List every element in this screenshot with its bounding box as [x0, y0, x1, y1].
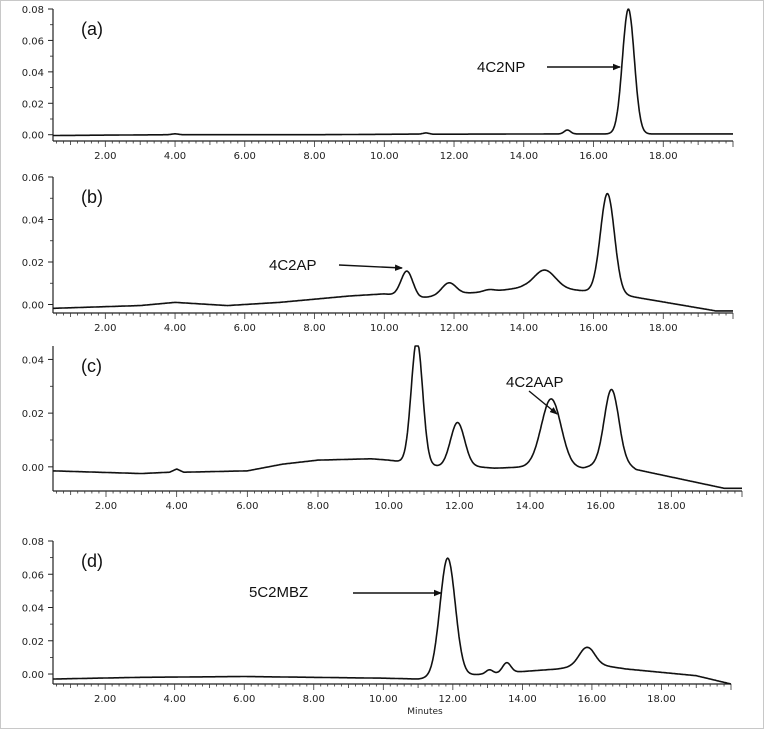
x-tick-label: 2.00: [95, 501, 117, 512]
x-tick-label: 16.00: [578, 694, 607, 705]
panel-label: (d): [81, 551, 103, 571]
y-tick-label: 0.04: [22, 68, 44, 79]
x-tick-label: 8.00: [303, 694, 325, 705]
y-tick-label: 0.04: [22, 355, 44, 366]
x-tick-label: 4.00: [164, 323, 186, 334]
x-tick-label: 12.00: [440, 323, 469, 334]
peak-annotation-label: 4C2AAP: [506, 374, 564, 391]
y-tick-label: 0.02: [22, 99, 44, 110]
x-tick-label: 4.00: [164, 694, 186, 705]
y-tick-label: 0.06: [22, 570, 44, 581]
panel-label: (c): [81, 356, 102, 376]
chromatogram-trace: [53, 557, 732, 685]
x-tick-label: 18.00: [649, 323, 678, 334]
x-tick-label: 14.00: [516, 501, 545, 512]
panel-label: (a): [81, 19, 103, 39]
annotation-arrow: [338, 264, 403, 271]
x-tick-label: 14.00: [508, 694, 537, 705]
y-tick-label: 0.00: [22, 670, 44, 681]
y-tick-label: 0.00: [22, 131, 44, 142]
y-tick-label: 0.06: [22, 173, 44, 184]
x-tick-label: 16.00: [579, 323, 608, 334]
x-tick-label: 18.00: [657, 501, 686, 512]
x-tick-label: 10.00: [374, 501, 403, 512]
x-tick-label: 8.00: [303, 323, 325, 334]
y-tick-label: 0.08: [22, 5, 44, 16]
x-tick-label: 6.00: [234, 151, 256, 162]
y-tick-label: 0.04: [22, 216, 44, 227]
x-tick-label: 14.00: [509, 323, 538, 334]
x-tick-label: 10.00: [370, 323, 399, 334]
x-tick-label: 6.00: [233, 694, 255, 705]
x-tick-label: 12.00: [439, 694, 468, 705]
x-tick-label: 2.00: [94, 694, 116, 705]
y-tick-label: 0.04: [22, 604, 44, 615]
x-tick-label: 14.00: [509, 151, 538, 162]
panel-a: 2.00 4.00 6.00 8.00 10.00 12.00 14.00 16.00 18.0…: [22, 5, 734, 162]
chromatogram-trace: [53, 345, 742, 490]
panel-b: 2.00 4.00 6.00 8.00 10.00 12.00 14.00 16.00 18.0…: [22, 173, 734, 334]
y-tick-label: 0.08: [22, 537, 44, 548]
chromatogram-trace: [53, 192, 733, 312]
y-tick-label: 0.00: [22, 463, 44, 474]
x-tick-label: 16.00: [579, 151, 608, 162]
x-tick-label: 2.00: [94, 323, 116, 334]
peak-annotation-label: 4C2NP: [477, 59, 525, 76]
x-tick-label: 10.00: [370, 151, 399, 162]
y-tick-label: 0.02: [22, 258, 44, 269]
x-tick-label: 12.00: [440, 151, 469, 162]
y-tick-label: 0.00: [22, 301, 44, 312]
y-tick-label: 0.06: [22, 36, 44, 47]
x-tick-label: 8.00: [307, 501, 329, 512]
y-tick-label: 0.02: [22, 637, 44, 648]
panel-d: 2.00 4.00 6.00 8.00 10.00 12.00 14.00 16.00 18.0…: [22, 537, 732, 717]
x-tick-label: 4.00: [164, 151, 186, 162]
y-tick-label: 0.02: [22, 409, 44, 420]
panel-c: 2.00 4.00 6.00 8.00 10.00 12.00 14.00 16.00 18.0…: [22, 345, 743, 512]
x-tick-label: 8.00: [303, 151, 325, 162]
x-tick-label: 12.00: [445, 501, 474, 512]
panel-label: (b): [81, 187, 103, 207]
x-tick-label: 16.00: [586, 501, 615, 512]
x-tick-label: 6.00: [234, 323, 256, 334]
x-tick-label: 4.00: [166, 501, 188, 512]
x-tick-label: 10.00: [369, 694, 398, 705]
peak-annotation-label: 5C2MBZ: [249, 584, 308, 601]
x-tick-label: 18.00: [649, 151, 678, 162]
x-axis-title: Minutes: [407, 707, 443, 717]
chromatogram-trace: [53, 8, 733, 137]
x-tick-label: 6.00: [236, 501, 258, 512]
peak-annotation-label: 4C2AP: [269, 257, 317, 274]
x-tick-label: 2.00: [94, 151, 116, 162]
x-tick-label: 18.00: [647, 694, 676, 705]
annotation-arrow: [528, 390, 558, 415]
